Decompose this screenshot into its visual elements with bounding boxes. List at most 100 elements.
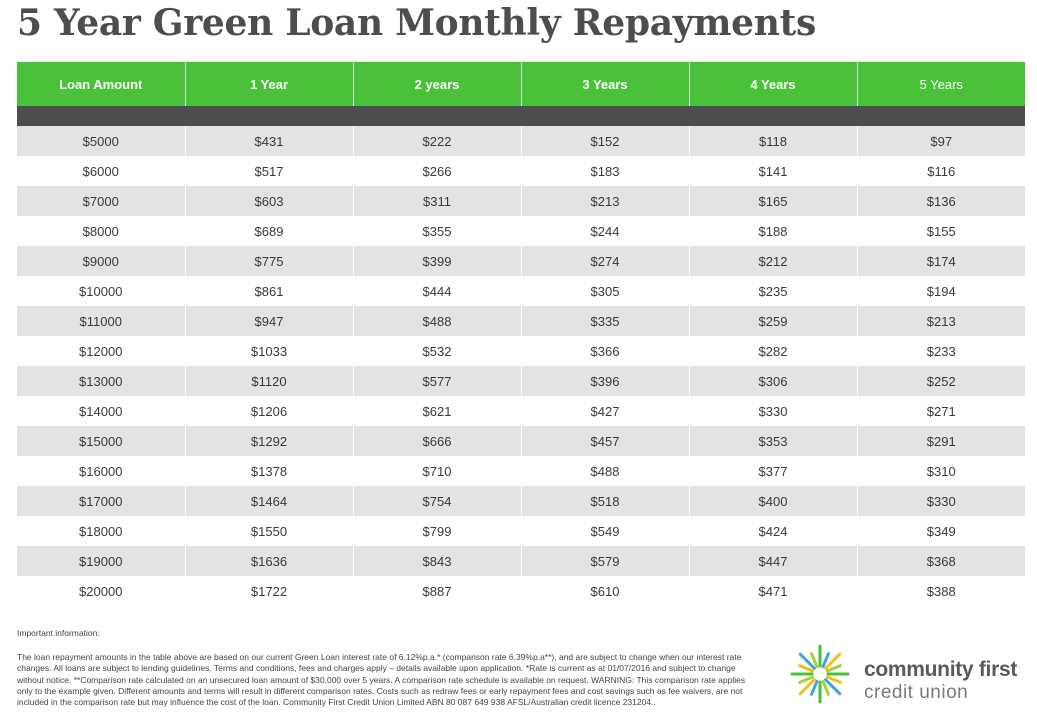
cell-loan-amount: $9000 xyxy=(17,246,186,276)
cell-2-years: $666 xyxy=(353,426,522,456)
cell-2-years: $222 xyxy=(353,126,522,156)
sunburst-ray xyxy=(821,679,830,696)
cell-loan-amount: $19000 xyxy=(17,546,186,576)
cell-1-year: $1033 xyxy=(185,336,354,366)
cell-2-years: $887 xyxy=(353,576,522,606)
important-info-text: The loan repayment amounts in the table … xyxy=(17,652,746,708)
cell-2-years: $266 xyxy=(353,156,522,186)
table-row: $10000 $861 $444 $305 $235 $194 xyxy=(17,276,1025,306)
cell-1-year: $775 xyxy=(185,246,354,276)
cell-3-years: $213 xyxy=(521,186,690,216)
cell-2-years: $444 xyxy=(353,276,522,306)
cell-3-years: $396 xyxy=(521,366,690,396)
sunburst-ray xyxy=(810,652,819,669)
cell-1-year: $1292 xyxy=(185,426,354,456)
cell-2-years: $311 xyxy=(353,186,522,216)
cell-4-years: $188 xyxy=(689,216,858,246)
table-row: $11000 $947 $488 $335 $259 $213 xyxy=(17,306,1025,336)
cell-5-years: $136 xyxy=(857,186,1025,216)
cell-loan-amount: $5000 xyxy=(17,126,186,156)
cell-3-years: $610 xyxy=(521,576,690,606)
cell-5-years: $97 xyxy=(857,126,1025,156)
cell-2-years: $399 xyxy=(353,246,522,276)
cell-3-years: $183 xyxy=(521,156,690,186)
cell-4-years: $259 xyxy=(689,306,858,336)
cell-4-years: $424 xyxy=(689,516,858,546)
cell-2-years: $488 xyxy=(353,306,522,336)
cell-1-year: $1120 xyxy=(185,366,354,396)
cell-loan-amount: $12000 xyxy=(17,336,186,366)
table-row: $9000 $775 $399 $274 $212 $174 xyxy=(17,246,1025,276)
table-row: $5000 $431 $222 $152 $118 $97 xyxy=(17,126,1025,156)
cell-1-year: $1550 xyxy=(185,516,354,546)
cell-loan-amount: $17000 xyxy=(17,486,186,516)
sunburst-ray xyxy=(798,664,815,673)
logo-text-credit-union: credit union xyxy=(864,682,969,703)
cell-5-years: $213 xyxy=(857,306,1025,336)
cell-2-years: $621 xyxy=(353,396,522,426)
cell-3-years: $152 xyxy=(521,126,690,156)
cell-4-years: $447 xyxy=(689,546,858,576)
header-1-year: 1 Year xyxy=(185,62,354,106)
table-row: $7000 $603 $311 $213 $165 $136 xyxy=(17,186,1025,216)
header-3-years: 3 Years xyxy=(521,62,690,106)
cell-5-years: $116 xyxy=(857,156,1025,186)
cell-1-year: $603 xyxy=(185,186,354,216)
header-loan-amount: Loan Amount xyxy=(17,62,186,106)
cell-2-years: $710 xyxy=(353,456,522,486)
table-header-row: Loan Amount 1 Year 2 years 3 Years 4 Yea… xyxy=(17,62,1025,106)
header-4-years: 4 Years xyxy=(689,62,858,106)
cell-1-year: $1722 xyxy=(185,576,354,606)
cell-1-year: $947 xyxy=(185,306,354,336)
cell-loan-amount: $8000 xyxy=(17,216,186,246)
sunburst-ray xyxy=(821,652,830,669)
sunburst-icon xyxy=(790,644,850,704)
cell-3-years: $457 xyxy=(521,426,690,456)
cell-3-years: $488 xyxy=(521,456,690,486)
repayment-table: Loan Amount 1 Year 2 years 3 Years 4 Yea… xyxy=(17,62,1025,606)
cell-3-years: $518 xyxy=(521,486,690,516)
cell-5-years: $233 xyxy=(857,336,1025,366)
cell-3-years: $427 xyxy=(521,396,690,426)
cell-4-years: $235 xyxy=(689,276,858,306)
cell-5-years: $194 xyxy=(857,276,1025,306)
table-row: $20000 $1722 $887 $610 $471 $388 xyxy=(17,576,1025,606)
community-first-logo: community first credit union xyxy=(782,642,1032,706)
table-row: $17000 $1464 $754 $518 $400 $330 xyxy=(17,486,1025,516)
separator-band-cell xyxy=(17,106,1025,126)
cell-4-years: $330 xyxy=(689,396,858,426)
cell-2-years: $577 xyxy=(353,366,522,396)
cell-loan-amount: $16000 xyxy=(17,456,186,486)
cell-loan-amount: $6000 xyxy=(17,156,186,186)
sunburst-ray xyxy=(824,652,842,670)
sunburst-ray xyxy=(798,652,816,670)
table-row: $14000 $1206 $621 $427 $330 $271 xyxy=(17,396,1025,426)
cell-3-years: $579 xyxy=(521,546,690,576)
cell-loan-amount: $10000 xyxy=(17,276,186,306)
sunburst-ray xyxy=(824,678,842,696)
page-title: 5 Year Green Loan Monthly Repayments xyxy=(17,2,816,44)
table-row: $19000 $1636 $843 $579 $447 $368 xyxy=(17,546,1025,576)
important-info-label: Important information: xyxy=(17,628,100,638)
cell-1-year: $1206 xyxy=(185,396,354,426)
sunburst-ray xyxy=(810,679,819,696)
cell-4-years: $400 xyxy=(689,486,858,516)
cell-loan-amount: $11000 xyxy=(17,306,186,336)
cell-loan-amount: $18000 xyxy=(17,516,186,546)
cell-5-years: $330 xyxy=(857,486,1025,516)
cell-1-year: $689 xyxy=(185,216,354,246)
cell-5-years: $388 xyxy=(857,576,1025,606)
cell-loan-amount: $13000 xyxy=(17,366,186,396)
separator-band xyxy=(17,106,1025,126)
cell-2-years: $532 xyxy=(353,336,522,366)
cell-loan-amount: $7000 xyxy=(17,186,186,216)
table-row: $16000 $1378 $710 $488 $377 $310 xyxy=(17,456,1025,486)
cell-2-years: $799 xyxy=(353,516,522,546)
sunburst-ray xyxy=(825,664,842,673)
logo-text-community-first: community first xyxy=(864,658,1018,681)
cell-loan-amount: $20000 xyxy=(17,576,186,606)
table-body: $5000 $431 $222 $152 $118 $97 $6000 $517 $266 $18… xyxy=(17,106,1025,606)
header-5-years: 5 Years xyxy=(857,62,1025,106)
cell-4-years: $471 xyxy=(689,576,858,606)
table-row: $13000 $1120 $577 $396 $306 $252 xyxy=(17,366,1025,396)
